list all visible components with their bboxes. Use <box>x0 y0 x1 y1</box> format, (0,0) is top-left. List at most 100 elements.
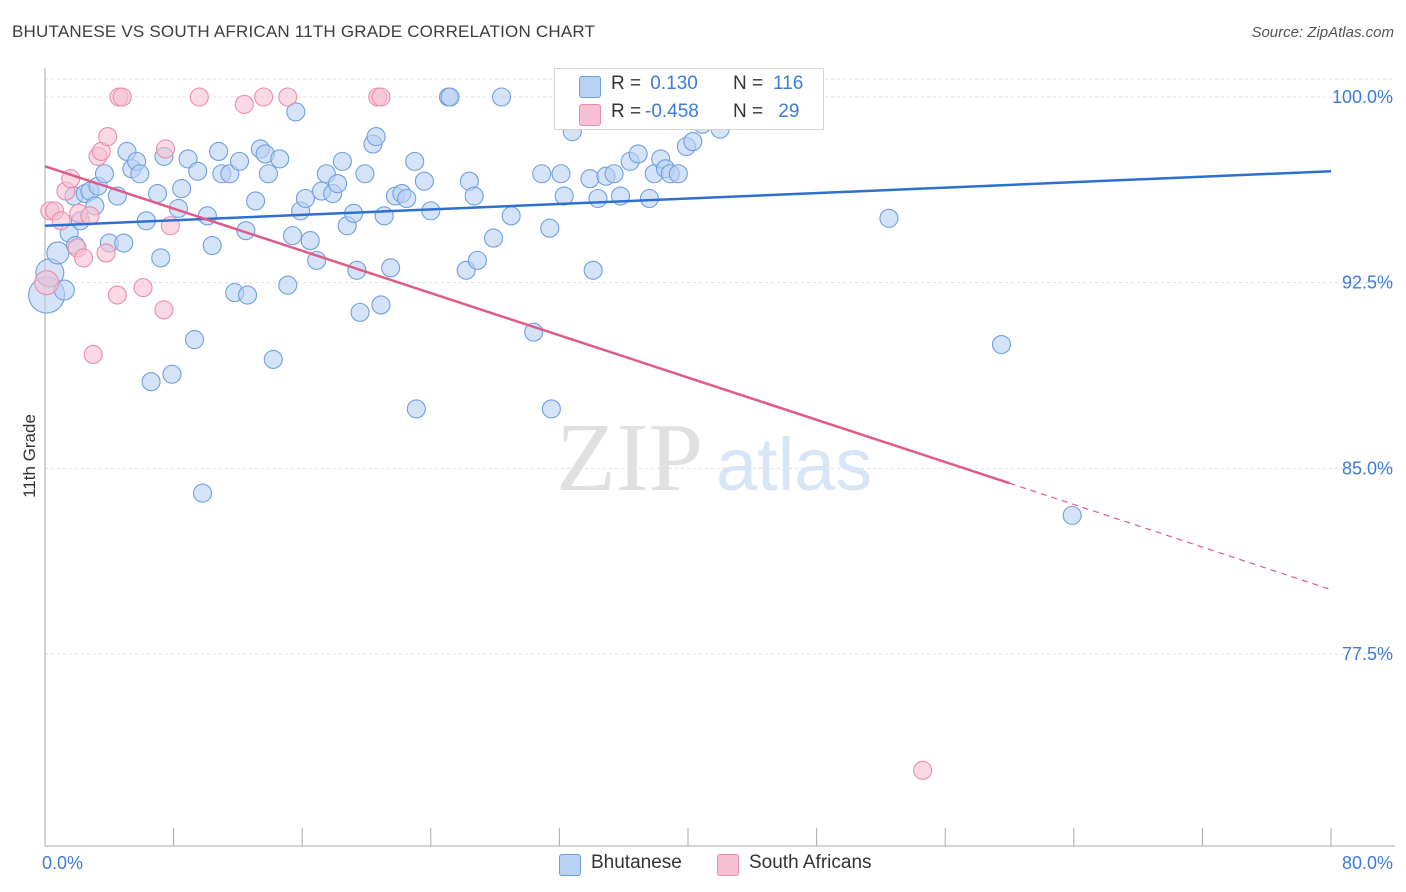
bhutanese-point <box>328 174 348 194</box>
bhutanese-point <box>406 399 426 419</box>
bhutanese-point <box>229 151 250 171</box>
bhutanese-point <box>94 164 115 184</box>
stats-row-bhutanese: R = 0.130 N = 116 <box>555 73 823 101</box>
south-african-point <box>254 87 274 107</box>
series-south-africans <box>34 87 933 780</box>
south-african-point <box>156 139 176 159</box>
bhutanese-point <box>350 302 370 322</box>
x-tick-label-min: 0.0% <box>42 853 83 873</box>
bhutanese-point <box>286 102 306 122</box>
south-african-point <box>34 270 60 296</box>
bhutanese-point <box>491 87 512 107</box>
bhutanese-point <box>583 260 603 280</box>
south-african-point <box>234 94 254 114</box>
bhutanese-point <box>588 188 608 209</box>
legend-label-bhutanese: Bhutanese <box>591 852 682 873</box>
south-african-point <box>51 211 71 231</box>
bhutanese-point <box>347 260 367 280</box>
bhutanese-point <box>162 364 182 384</box>
bhutanese-point <box>295 188 315 209</box>
bhutanese-point <box>46 241 70 265</box>
r-label: R = <box>611 73 642 94</box>
south-african-point <box>83 344 103 365</box>
n-value: 116 <box>773 73 804 94</box>
bhutanese-point <box>355 164 375 184</box>
bhutanese-point <box>283 226 303 246</box>
bhutanese-point <box>532 164 552 184</box>
bhutanese-point <box>1062 505 1082 525</box>
bhutanese-point <box>628 144 648 164</box>
bhutanese-point <box>991 335 1012 355</box>
bhutanese-point <box>184 330 205 350</box>
legend-label-south-africans: South Africans <box>749 852 872 873</box>
bhutanese-point <box>414 171 434 191</box>
swatch-bhutanese <box>579 76 601 98</box>
stats-row-south-africans: R = -0.458 N = 29 <box>555 101 823 129</box>
swatch-south-africans <box>579 104 601 126</box>
y-tick-label: 92.5% <box>1342 273 1393 293</box>
bhutanese-point <box>332 151 352 171</box>
bhutanese-point <box>258 164 278 184</box>
bhutanese-point <box>188 161 208 181</box>
bhutanese-point <box>237 285 258 305</box>
r-value: -0.458 <box>645 101 699 122</box>
y-axis-label: 11th Grade <box>20 414 39 498</box>
n-value: 29 <box>773 101 800 122</box>
bhutanese-point <box>374 206 394 226</box>
trend-line-bhutanese <box>44 170 1332 227</box>
bhutanese-point <box>604 164 624 184</box>
south-african-point <box>133 278 153 298</box>
watermark-atlas: atlas <box>716 423 872 506</box>
n-label: N = <box>733 73 764 94</box>
bhutanese-point <box>114 233 134 253</box>
source-label: Source: ZipAtlas.com <box>1251 24 1394 41</box>
y-tick-labels: 77.5% 85.0% 92.5% 100.0% <box>1332 87 1393 664</box>
south-african-point <box>371 87 391 107</box>
y-tick-label: 100.0% <box>1332 87 1393 107</box>
bhutanese-point <box>278 275 298 295</box>
south-african-point <box>107 285 127 305</box>
bhutanese-point <box>397 188 417 209</box>
watermark-zip: ZIP <box>556 404 703 512</box>
bhutanese-point <box>202 235 222 256</box>
bhutanese-point <box>683 132 703 152</box>
bhutanese-point <box>501 206 521 226</box>
trend-line-south-africans-extension <box>1009 482 1332 591</box>
bhutanese-point <box>130 164 150 184</box>
south-african-point <box>96 243 116 263</box>
bhutanese-point <box>366 127 386 147</box>
series-legend: Bhutanese South Africans <box>0 852 1406 878</box>
bhutanese-point <box>554 186 574 206</box>
bhutanese-point <box>541 399 561 419</box>
bhutanese-point <box>879 208 899 228</box>
south-african-point <box>98 127 118 147</box>
south-african-point <box>80 206 100 226</box>
bhutanese-point <box>300 231 320 251</box>
bhutanese-point <box>464 186 484 206</box>
y-tick-label: 77.5% <box>1342 644 1393 664</box>
series-bhutanese <box>28 87 1082 525</box>
bhutanese-point <box>192 483 213 503</box>
n-label: N = <box>733 101 764 122</box>
bhutanese-point <box>668 164 688 184</box>
bhutanese-point <box>405 151 425 171</box>
bhutanese-point <box>639 188 659 209</box>
bhutanese-point <box>270 149 290 169</box>
south-african-point <box>913 760 933 780</box>
y-tick-label: 85.0% <box>1342 458 1393 478</box>
bhutanese-point <box>580 169 600 189</box>
r-value: 0.130 <box>645 73 698 94</box>
bhutanese-point <box>467 250 487 270</box>
trend-lines <box>44 165 1332 591</box>
bhutanese-point <box>151 248 171 268</box>
axes <box>44 68 1395 847</box>
bhutanese-point <box>209 141 229 162</box>
south-african-point <box>154 300 174 320</box>
bhutanese-point <box>540 218 560 238</box>
trend-line-south-africans <box>44 165 1010 485</box>
bhutanese-point <box>172 179 192 199</box>
south-african-point <box>189 87 209 107</box>
x-tick-label-max: 80.0% <box>1342 853 1393 873</box>
south-african-point <box>278 87 298 107</box>
